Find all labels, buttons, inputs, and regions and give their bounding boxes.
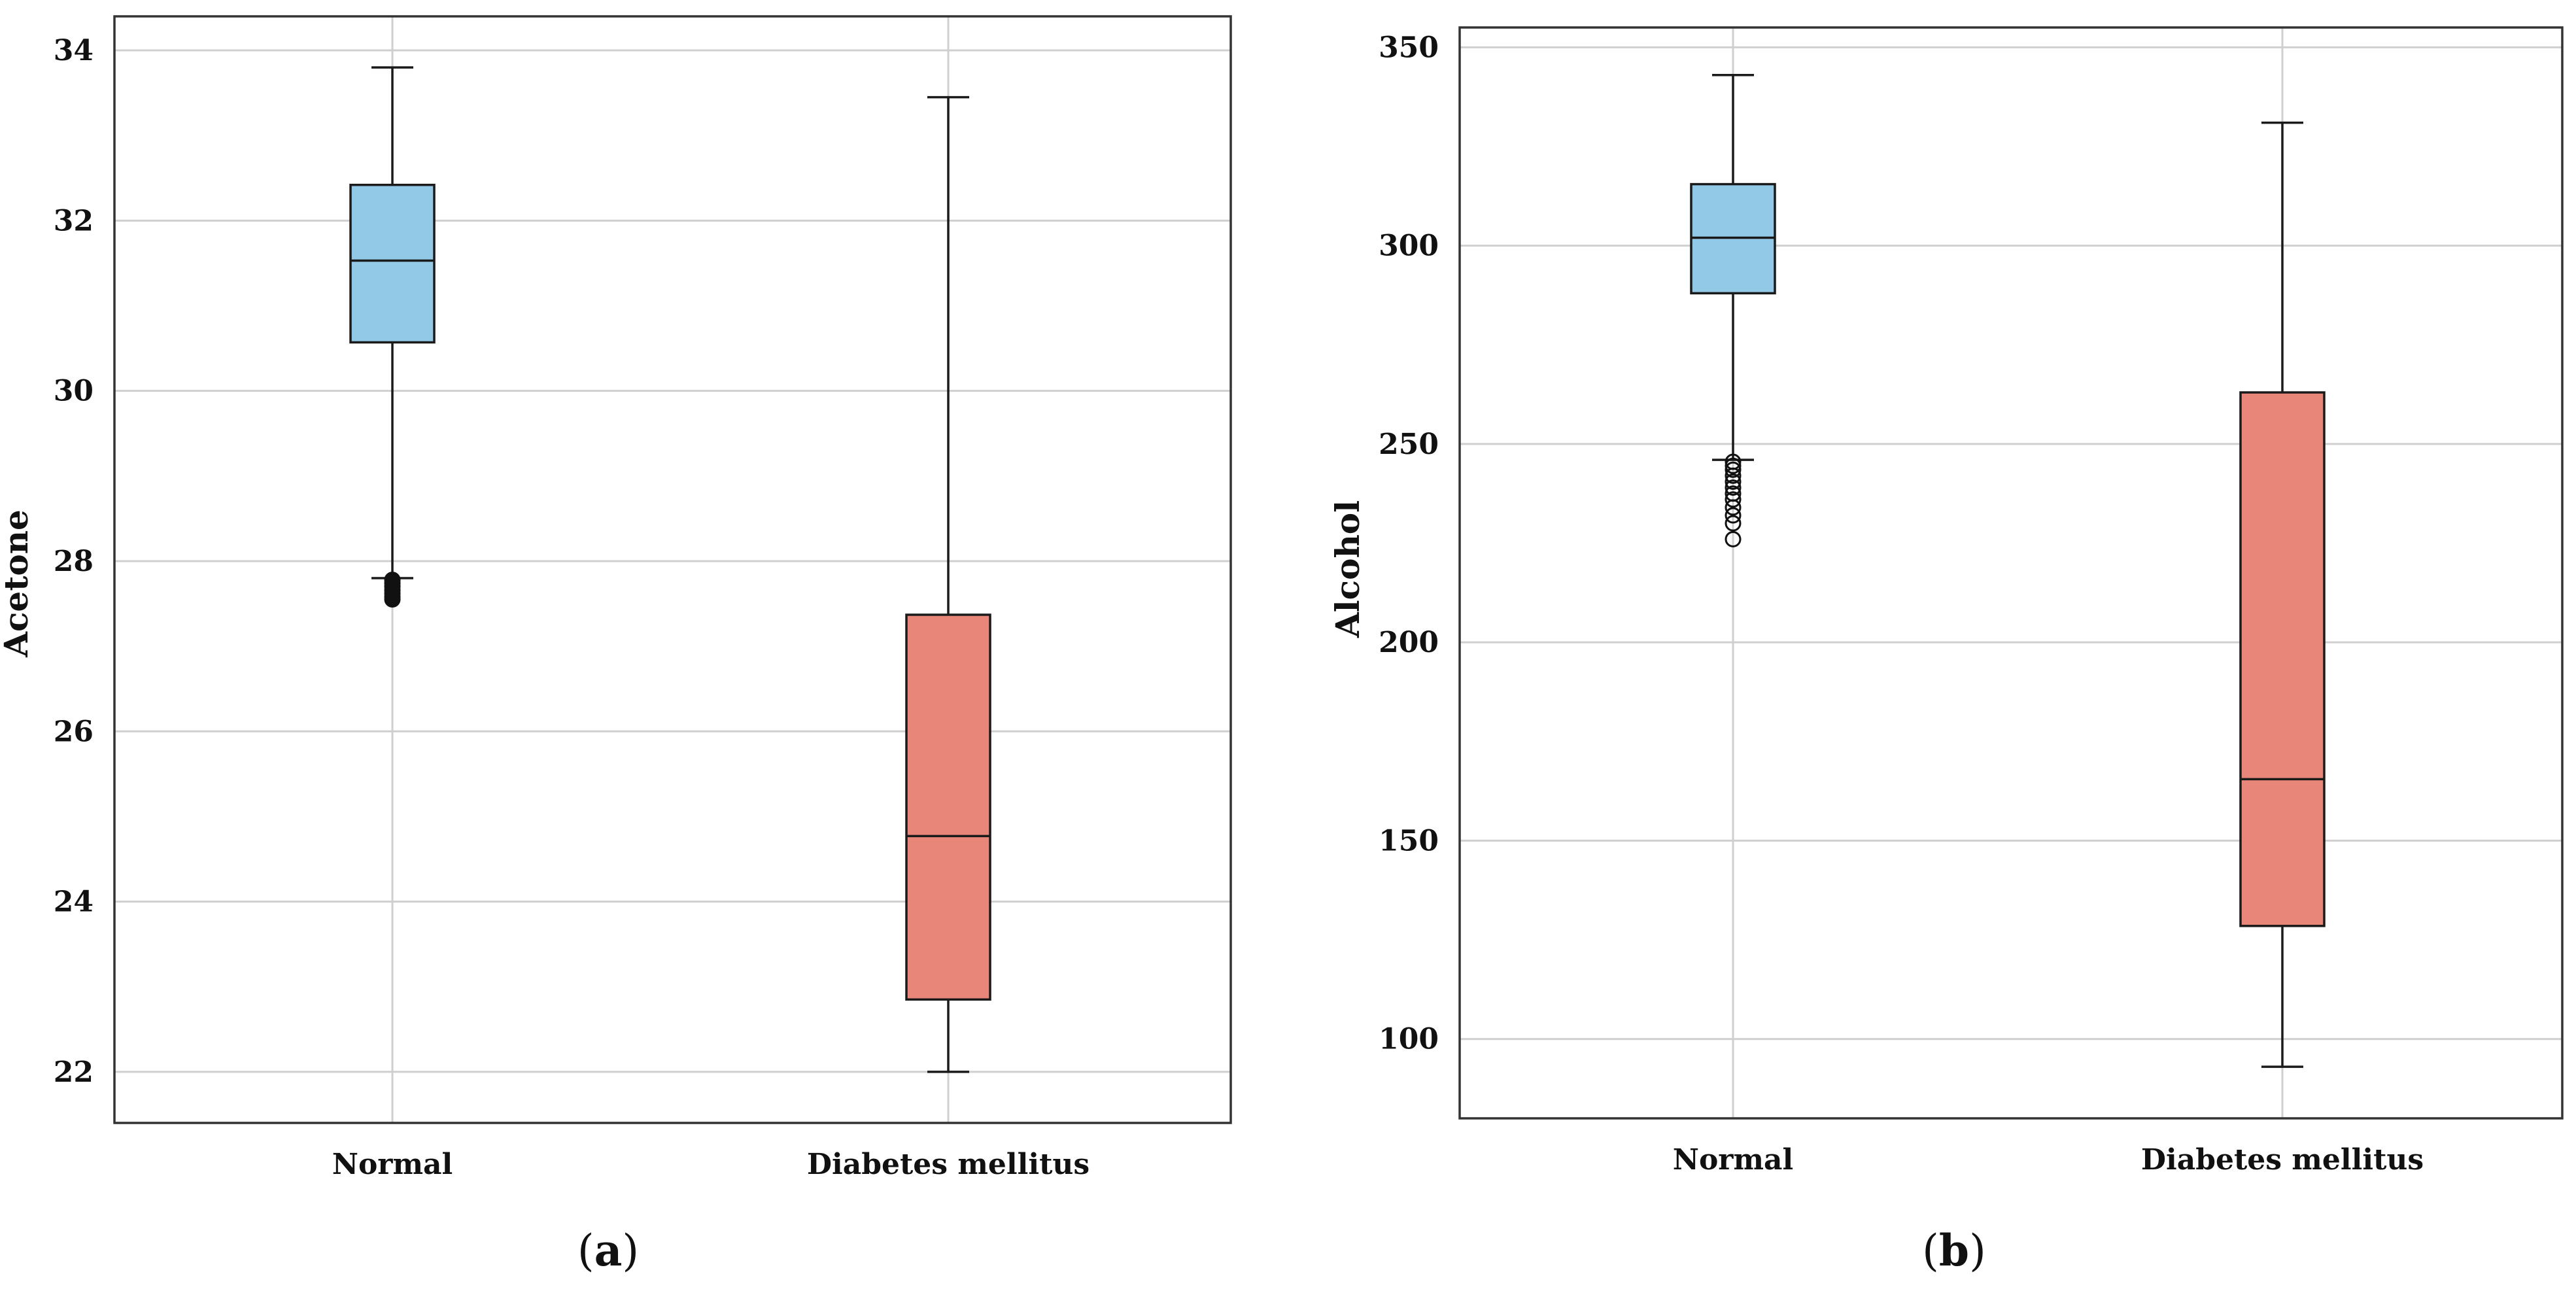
y-tick-label: 250 (1379, 428, 1439, 461)
panel-label: (a) (577, 1225, 639, 1276)
x-tick-label: Normal (332, 1148, 453, 1181)
outlier-point (1725, 491, 1742, 508)
y-tick-label: 350 (1379, 31, 1439, 64)
y-tick-label: 22 (54, 1056, 94, 1089)
plot-frame (113, 15, 1232, 1124)
box-diabetes-mellitus (905, 613, 991, 1001)
y-tick-label: 300 (1379, 230, 1439, 263)
panel-label: (b) (1922, 1225, 1986, 1276)
x-tick-label: Diabetes mellitus (807, 1148, 1090, 1181)
panel-b: 100 150 200 250 300 350 Normal Diabetes mellitu… (1328, 26, 2564, 1276)
outlier-point (1725, 467, 1742, 484)
outlier-point (1725, 530, 1742, 547)
outlier-point (1725, 457, 1742, 474)
box-normal (349, 183, 436, 344)
x-tick-label: Diabetes mellitus (2141, 1143, 2424, 1177)
outlier-point (1725, 461, 1742, 478)
outlier-point (1725, 499, 1742, 516)
y-tick-label: 28 (54, 545, 94, 578)
outlier-point (384, 591, 401, 608)
y-tick-label: 32 (54, 204, 94, 237)
box-diabetes-mellitus (2239, 391, 2326, 927)
y-tick-label: 150 (1379, 824, 1439, 857)
outlier-point (1725, 515, 1742, 532)
y-tick-label: 30 (54, 375, 94, 408)
y-tick-label: 200 (1379, 626, 1439, 659)
y-tick-label: 24 (54, 886, 94, 919)
plot-frame (1458, 26, 2564, 1120)
y-axis-title: Acetone (0, 509, 35, 658)
x-tick-label: Normal (1673, 1143, 1794, 1177)
outlier-point (1725, 479, 1742, 496)
outlier-point (1725, 507, 1742, 524)
y-tick-label: 26 (54, 715, 94, 748)
y-tick-label: 34 (54, 34, 94, 67)
outlier-point (1725, 473, 1742, 490)
panel-a: 22 24 26 28 30 32 34 Normal Diabetes mellitus Ace… (0, 15, 1232, 1276)
y-axis-title: Alcohol (1328, 500, 1367, 638)
y-tick-label: 100 (1379, 1023, 1439, 1056)
